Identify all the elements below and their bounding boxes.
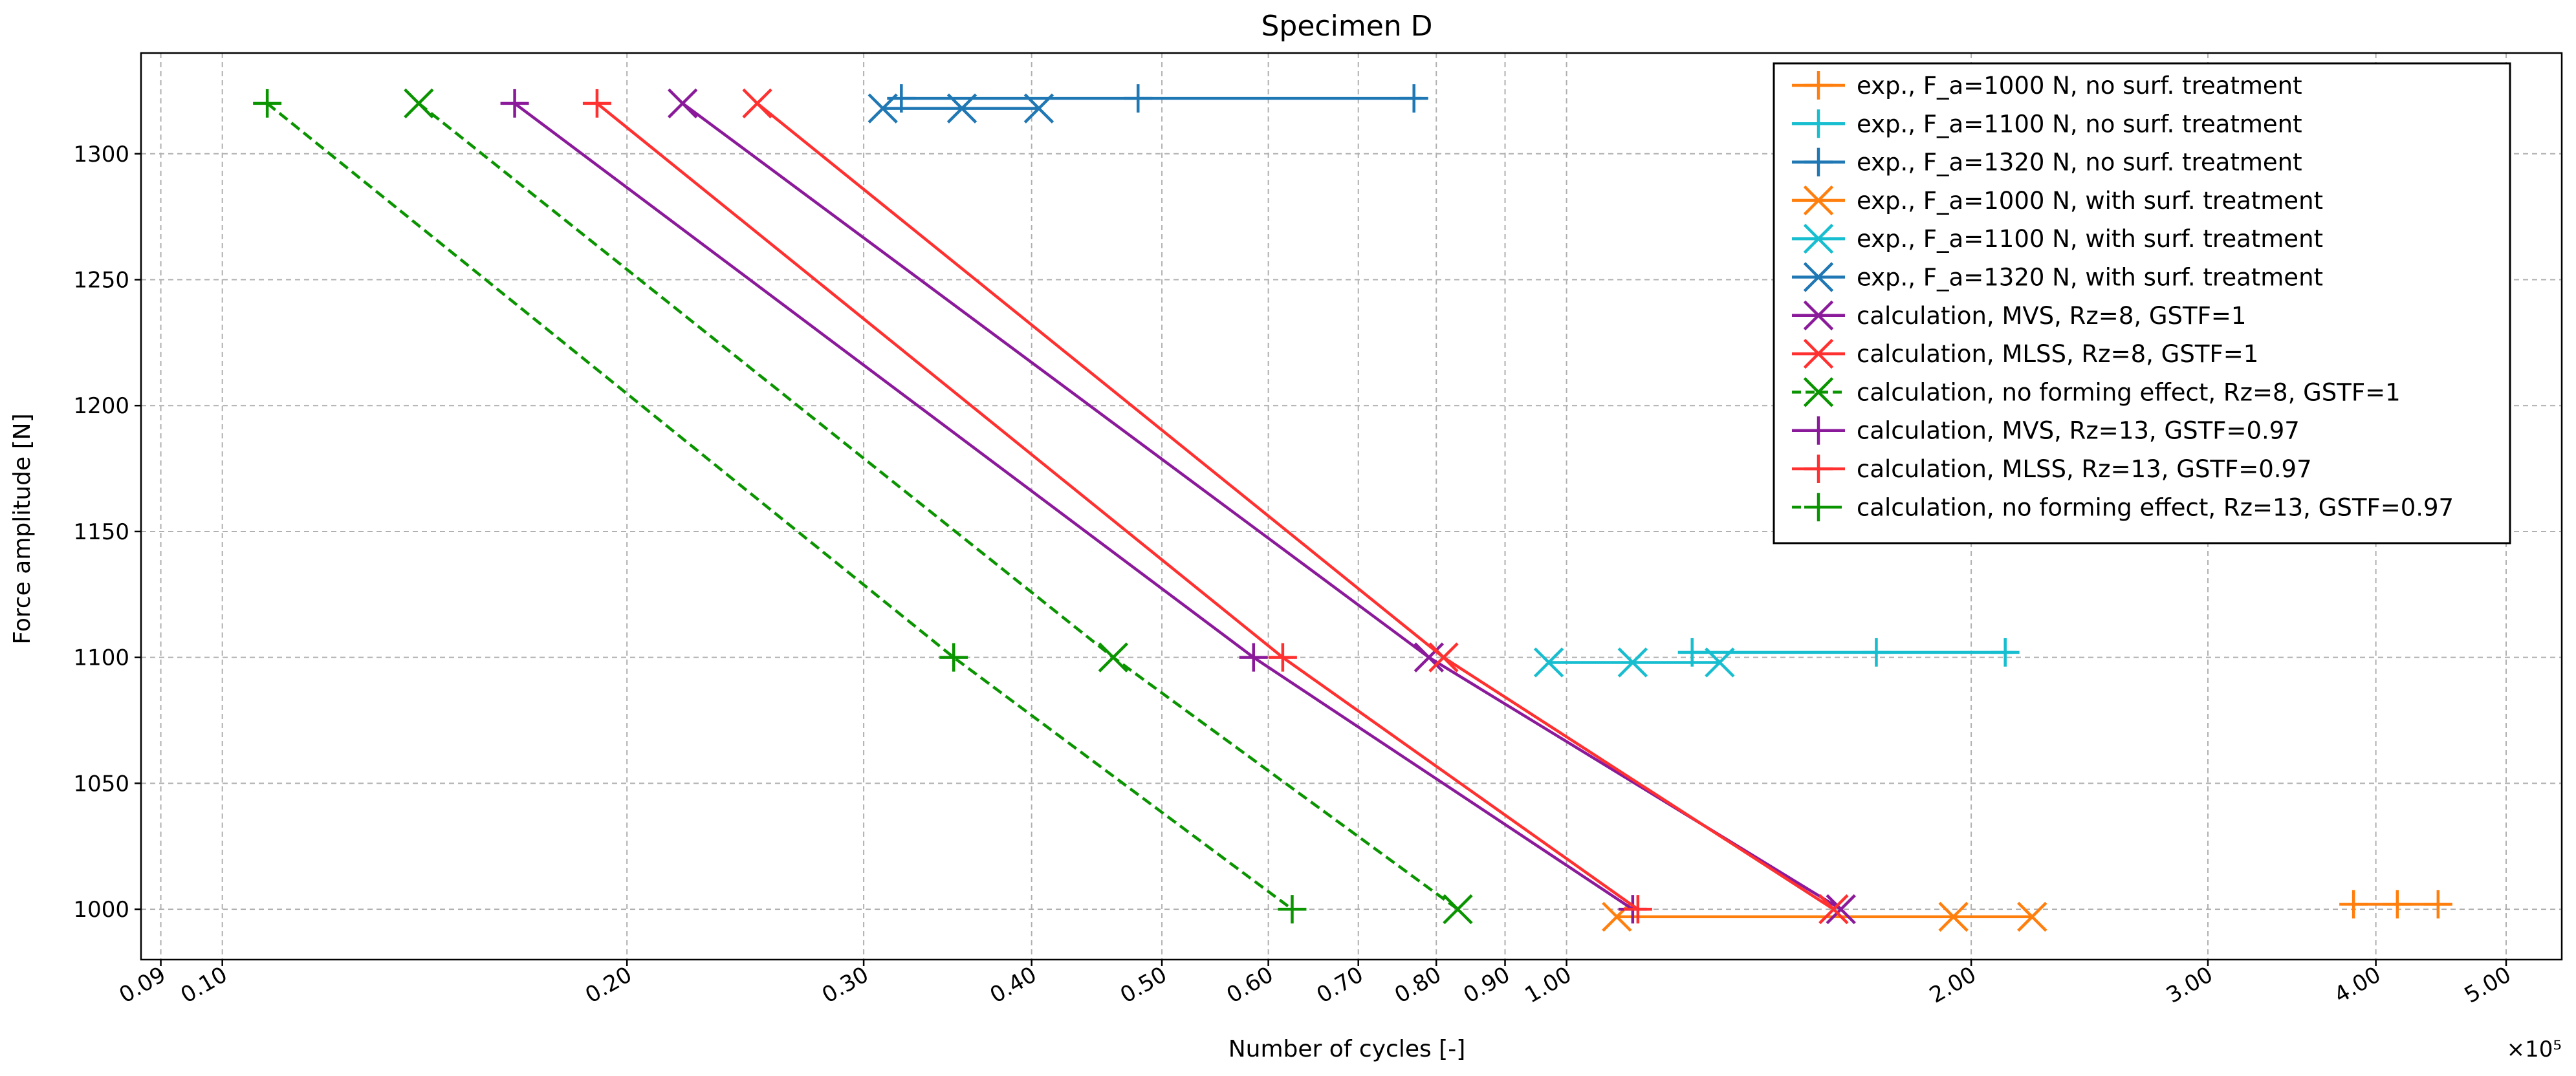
data-point	[1862, 638, 1891, 667]
y-tick-label: 1100	[73, 645, 129, 671]
legend-label: exp., F_a=1320 N, with surf. treatment	[1857, 264, 2323, 292]
legend-label: calculation, MVS, Rz=8, GSTF=1	[1857, 302, 2246, 330]
data-point	[1268, 643, 1297, 672]
data-point	[946, 93, 977, 124]
data-point	[1124, 84, 1153, 113]
data-point	[1623, 895, 1652, 924]
legend-item: calculation, MLSS, Rz=8, GSTF=1	[1792, 338, 2258, 369]
x-axis-title: Number of cycles [-]	[1228, 1036, 1466, 1062]
series-12	[253, 89, 1307, 924]
series-1	[2339, 890, 2452, 919]
data-point	[1414, 642, 1445, 672]
legend-marker	[1803, 377, 1834, 407]
data-point	[868, 93, 898, 124]
data-point	[1399, 84, 1428, 113]
y-tick-label: 1050	[73, 771, 129, 797]
data-point	[1602, 901, 1632, 932]
legend-item: calculation, MLSS, Rz=13, GSTF=0.97	[1792, 455, 2312, 483]
y-tick-label: 1150	[73, 519, 129, 545]
data-point	[2017, 901, 2047, 932]
data-point	[1443, 894, 1473, 925]
legend-label: exp., F_a=1000 N, no surf. treatment	[1857, 72, 2302, 100]
series-9	[404, 88, 1473, 925]
legend-item: exp., F_a=1100 N, no surf. treatment	[1792, 109, 2302, 138]
legend-label: calculation, MVS, Rz=13, GSTF=0.97	[1857, 417, 2300, 445]
series-5	[1533, 647, 1735, 678]
series-8	[742, 88, 1849, 925]
data-point	[1239, 643, 1268, 672]
series-11	[582, 89, 1652, 924]
legend-item: calculation, MVS, Rz=8, GSTF=1	[1792, 300, 2246, 330]
legend-items: exp., F_a=1000 N, no surf. treatment exp.…	[1792, 71, 2454, 522]
series-2	[1677, 638, 2020, 667]
series-6	[868, 93, 1054, 124]
data-point	[1617, 647, 1648, 678]
data-point	[1991, 638, 2020, 667]
data-point	[1826, 894, 1856, 925]
legend-marker	[1803, 224, 1834, 254]
legend-item: exp., F_a=1320 N, no surf. treatment	[1792, 147, 2302, 177]
data-point	[1023, 93, 1054, 124]
legend-marker	[1804, 71, 1833, 100]
data-point	[2423, 890, 2452, 919]
y-tick-label: 1300	[73, 142, 129, 167]
y-tick-label: 1200	[73, 393, 129, 419]
legend-label: calculation, no forming effect, Rz=13, G…	[1857, 493, 2454, 521]
legend: exp., F_a=1000 N, no surf. treatment exp.…	[1773, 62, 2511, 544]
data-point	[668, 88, 698, 119]
x-axis-multiplier: ×10⁵	[2507, 1037, 2562, 1062]
legend-marker	[1803, 262, 1834, 292]
y-tick-label: 1000	[73, 897, 129, 923]
data-point	[582, 89, 611, 118]
legend-label: exp., F_a=1000 N, with surf. treatment	[1857, 187, 2323, 215]
data-point	[1938, 901, 1969, 932]
legend-item: exp., F_a=1000 N, no surf. treatment	[1792, 71, 2302, 100]
data-point	[742, 88, 772, 119]
legend-marker	[1804, 455, 1833, 483]
series-layer	[253, 84, 2452, 932]
legend-box	[1773, 62, 2511, 544]
data-point	[253, 89, 282, 118]
legend-label: exp., F_a=1320 N, no surf. treatment	[1857, 149, 2302, 177]
data-point	[2383, 890, 2412, 919]
data-point	[1278, 895, 1307, 924]
legend-marker	[1804, 147, 1833, 177]
data-point	[1098, 642, 1129, 672]
data-point	[1533, 647, 1564, 678]
legend-marker	[1804, 109, 1833, 138]
data-point	[939, 643, 968, 672]
plot-frame	[140, 52, 2563, 961]
legend-item: calculation, no forming effect, Rz=13, G…	[1792, 493, 2454, 522]
legend-label: calculation, MLSS, Rz=8, GSTF=1	[1857, 340, 2258, 368]
data-point	[1818, 894, 1849, 925]
legend-marker	[1803, 300, 1834, 330]
y-tick-label: 1250	[73, 268, 129, 294]
data-point	[1428, 642, 1459, 672]
legend-label: exp., F_a=1100 N, with surf. treatment	[1857, 225, 2323, 253]
chart-title: Specimen D	[1261, 10, 1432, 43]
legend-label: exp., F_a=1100 N, no surf. treatment	[1857, 110, 2302, 138]
legend-item: exp., F_a=1320 N, with surf. treatment	[1792, 262, 2323, 292]
legend-item: exp., F_a=1000 N, with surf. treatment	[1792, 185, 2323, 216]
legend-item: calculation, MVS, Rz=13, GSTF=0.97	[1792, 416, 2300, 445]
y-axis-title: Force amplitude [N]	[9, 413, 36, 644]
legend-label: calculation, no forming effect, Rz=8, GS…	[1857, 378, 2401, 406]
data-point	[2339, 890, 2368, 919]
legend-marker	[1803, 338, 1834, 369]
legend-item: exp., F_a=1100 N, with surf. treatment	[1792, 224, 2323, 254]
legend-marker	[1804, 493, 1833, 522]
legend-label: calculation, MLSS, Rz=13, GSTF=0.97	[1857, 455, 2312, 483]
data-point	[404, 88, 434, 119]
data-point	[1705, 647, 1735, 678]
legend-marker	[1803, 185, 1834, 216]
legend-marker	[1804, 416, 1833, 445]
data-point	[500, 89, 529, 118]
legend-item: calculation, no forming effect, Rz=8, GS…	[1792, 377, 2401, 407]
